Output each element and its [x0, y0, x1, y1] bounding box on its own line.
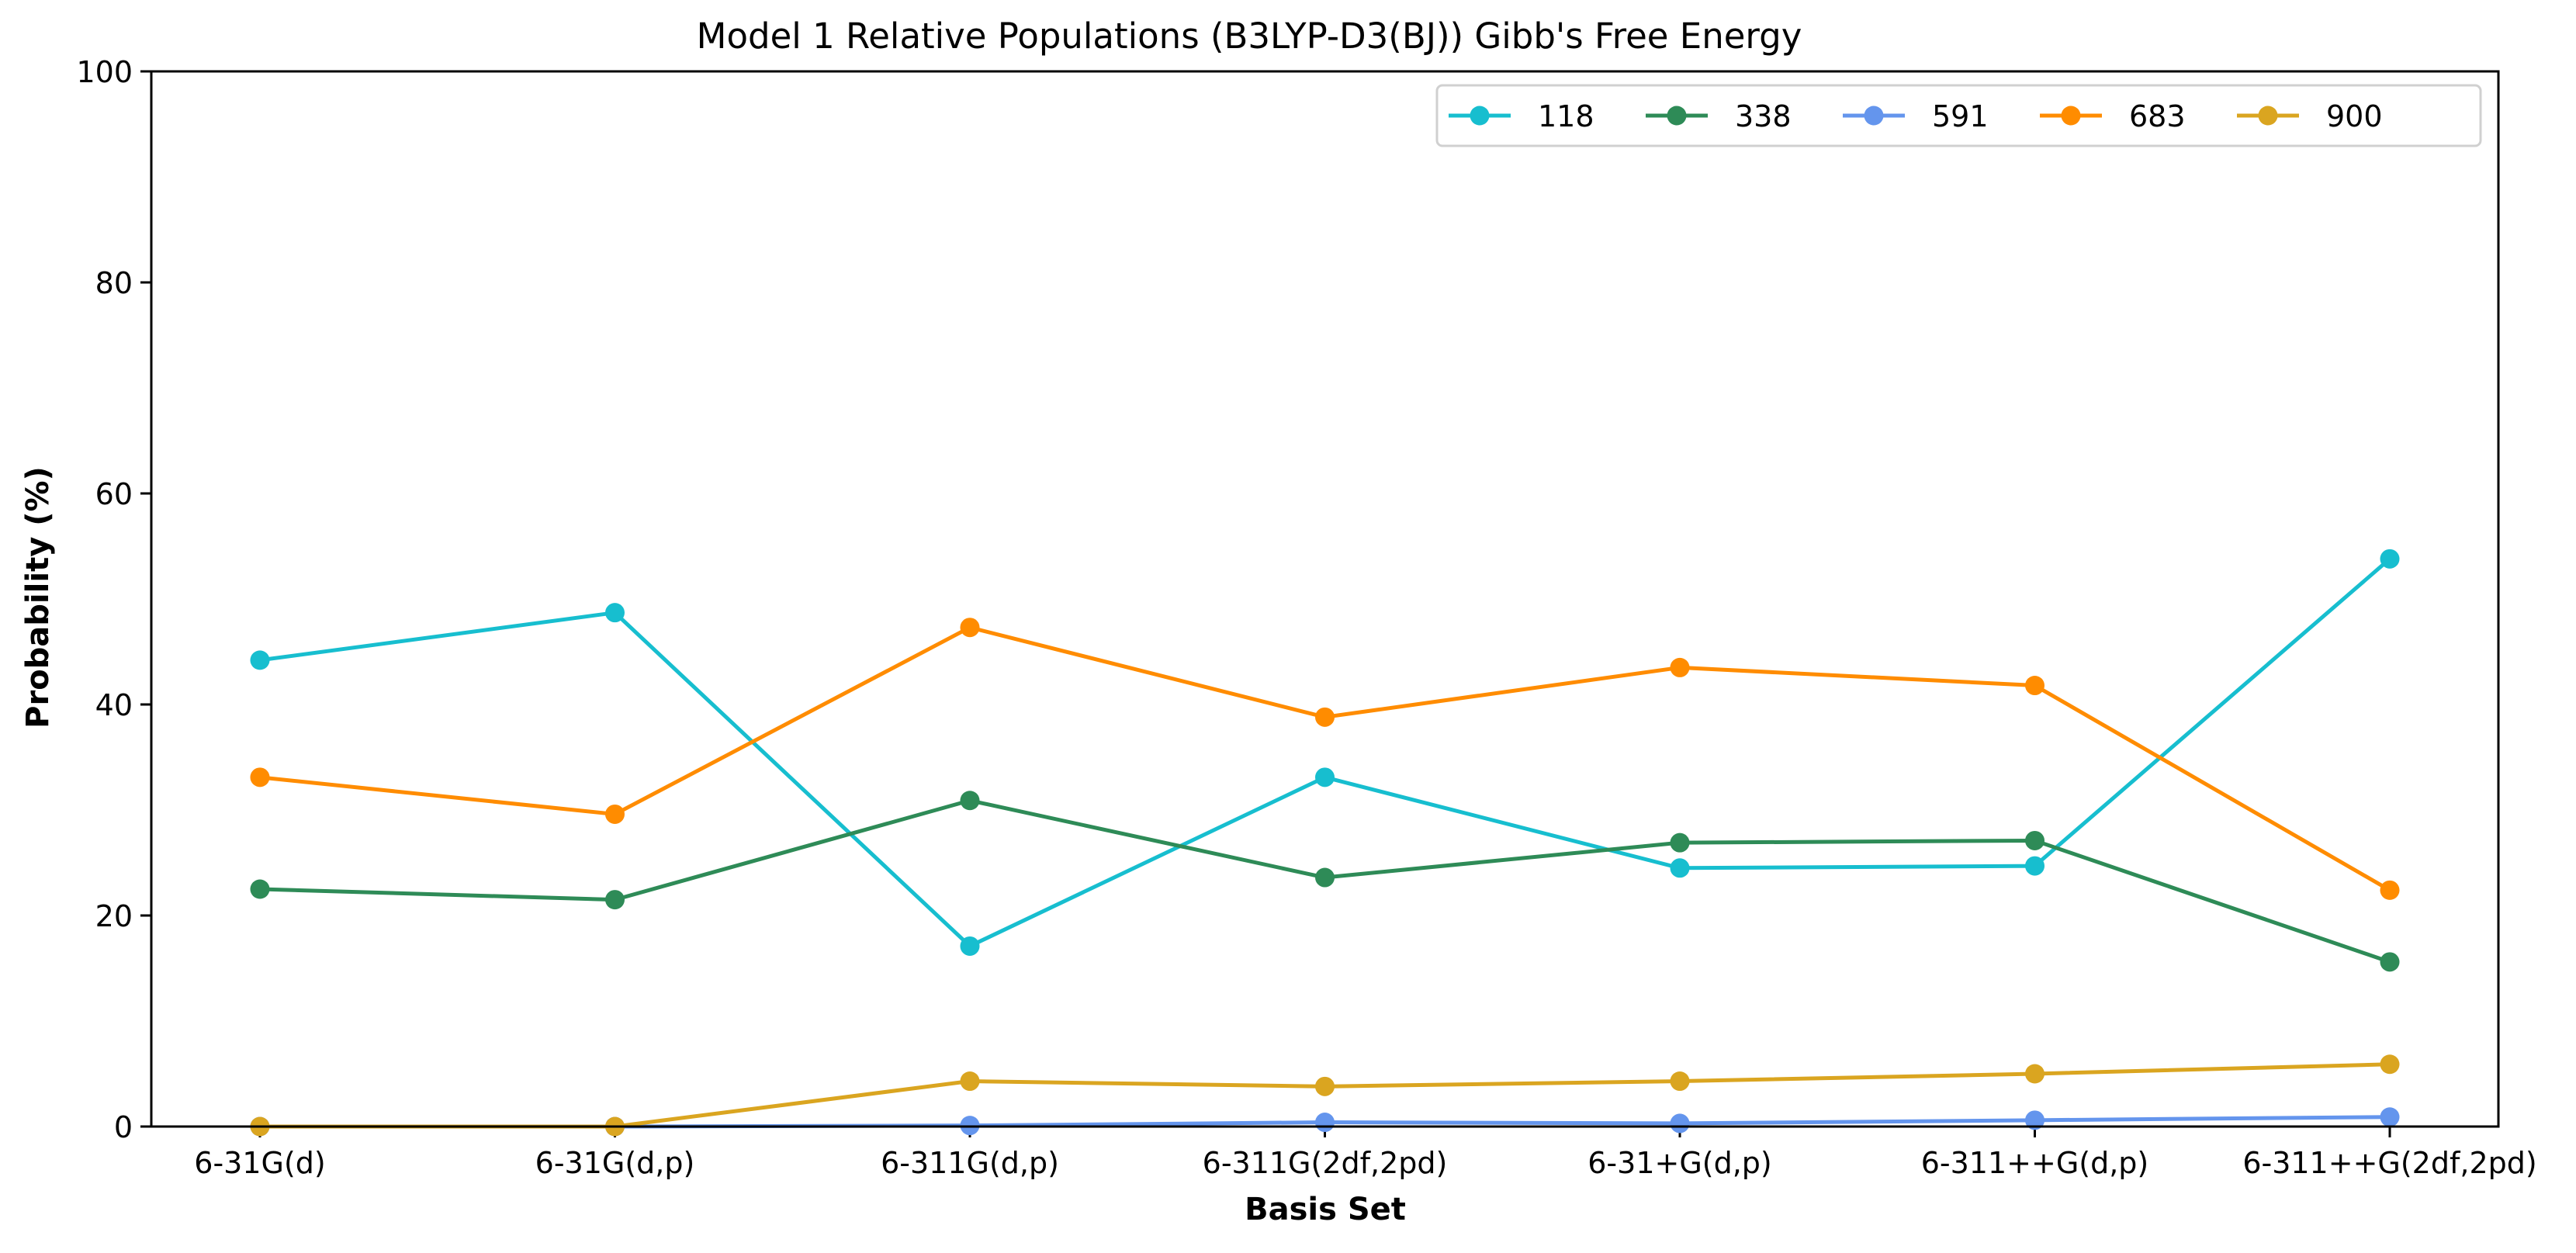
legend-label: 338: [1735, 99, 1792, 133]
data-point-900: [1670, 1071, 1690, 1092]
plot-frame: [150, 70, 2500, 1128]
data-point-118: [1315, 767, 1335, 787]
series-683: [250, 618, 2400, 900]
x-tick-label: 6-31+G(d,p): [1587, 1146, 1772, 1180]
legend-label: 118: [1538, 99, 1594, 133]
series-118: [250, 549, 2400, 956]
x-tick-label: 6-311G(d,p): [881, 1146, 1059, 1180]
legend-marker: [2061, 106, 2081, 126]
legend-box: [1435, 84, 2482, 147]
data-point-591: [2380, 1107, 2400, 1127]
y-axis-label: Probability (%): [20, 466, 56, 729]
x-axis-label: Basis Set: [1245, 1192, 1406, 1227]
x-tick-label: 6-311++G(d,p): [1921, 1146, 2149, 1180]
data-point-118: [960, 936, 980, 956]
data-point-683: [1315, 707, 1335, 727]
y-tick-label: 60: [95, 477, 133, 511]
legend-entry-591: 591: [1843, 99, 1989, 133]
data-point-338: [250, 879, 270, 899]
series-338: [250, 791, 2400, 972]
legend-entry-900: 900: [2237, 99, 2383, 133]
data-point-683: [605, 804, 625, 824]
y-tick-label: 0: [114, 1110, 133, 1144]
legend-label: 683: [2129, 99, 2186, 133]
data-point-338: [1315, 867, 1335, 888]
legend-label: 900: [2326, 99, 2383, 133]
y-tick-label: 100: [76, 55, 133, 89]
data-point-591: [2025, 1110, 2045, 1130]
data-point-118: [2380, 549, 2400, 569]
chart-title: Model 1 Relative Populations (B3LYP-D3(B…: [697, 16, 1802, 57]
axis-ticks: 0 20 40 60 80 100 6-31G(d) 6-31G(d,p) 6-311G(d,p…: [76, 55, 2536, 1180]
data-point-118: [1670, 858, 1690, 878]
legend-entry-683: 683: [2040, 99, 2186, 133]
x-tick-label: 6-311++G(2df,2pd): [2242, 1146, 2536, 1180]
data-point-591: [1315, 1113, 1335, 1133]
data-point-338: [2380, 952, 2400, 972]
y-tick-label: 40: [95, 688, 133, 722]
legend-marker: [1864, 106, 1884, 126]
data-point-338: [2025, 830, 2045, 850]
data-point-338: [960, 791, 980, 811]
x-tick-label: 6-311G(2df,2pd): [1203, 1146, 1448, 1180]
x-tick-label: 6-31G(d): [194, 1146, 325, 1180]
data-point-683: [2380, 880, 2400, 900]
legend-marker: [1667, 106, 1687, 126]
data-point-591: [1670, 1113, 1690, 1134]
data-point-900: [1315, 1076, 1335, 1096]
data-point-900: [2025, 1064, 2045, 1084]
legend: 118 338 591 683 900: [1435, 84, 2482, 147]
data-point-338: [605, 890, 625, 910]
legend-marker: [2258, 106, 2278, 126]
data-point-683: [960, 618, 980, 638]
data-point-118: [2025, 856, 2045, 876]
data-point-118: [250, 650, 270, 670]
data-point-683: [2025, 676, 2045, 696]
legend-entry-338: 338: [1646, 99, 1792, 133]
y-tick-label: 80: [95, 266, 133, 300]
legend-label: 591: [1932, 99, 1989, 133]
data-point-118: [605, 603, 625, 623]
x-tick-label: 6-31G(d,p): [535, 1146, 695, 1180]
data-point-683: [250, 767, 270, 787]
data-point-683: [1670, 657, 1690, 677]
legend-marker: [1470, 106, 1490, 126]
y-tick-label: 20: [95, 899, 133, 933]
legend-entry-118: 118: [1449, 99, 1594, 133]
data-point-338: [1670, 832, 1690, 853]
data-point-900: [2380, 1054, 2400, 1075]
data-point-900: [960, 1071, 980, 1092]
